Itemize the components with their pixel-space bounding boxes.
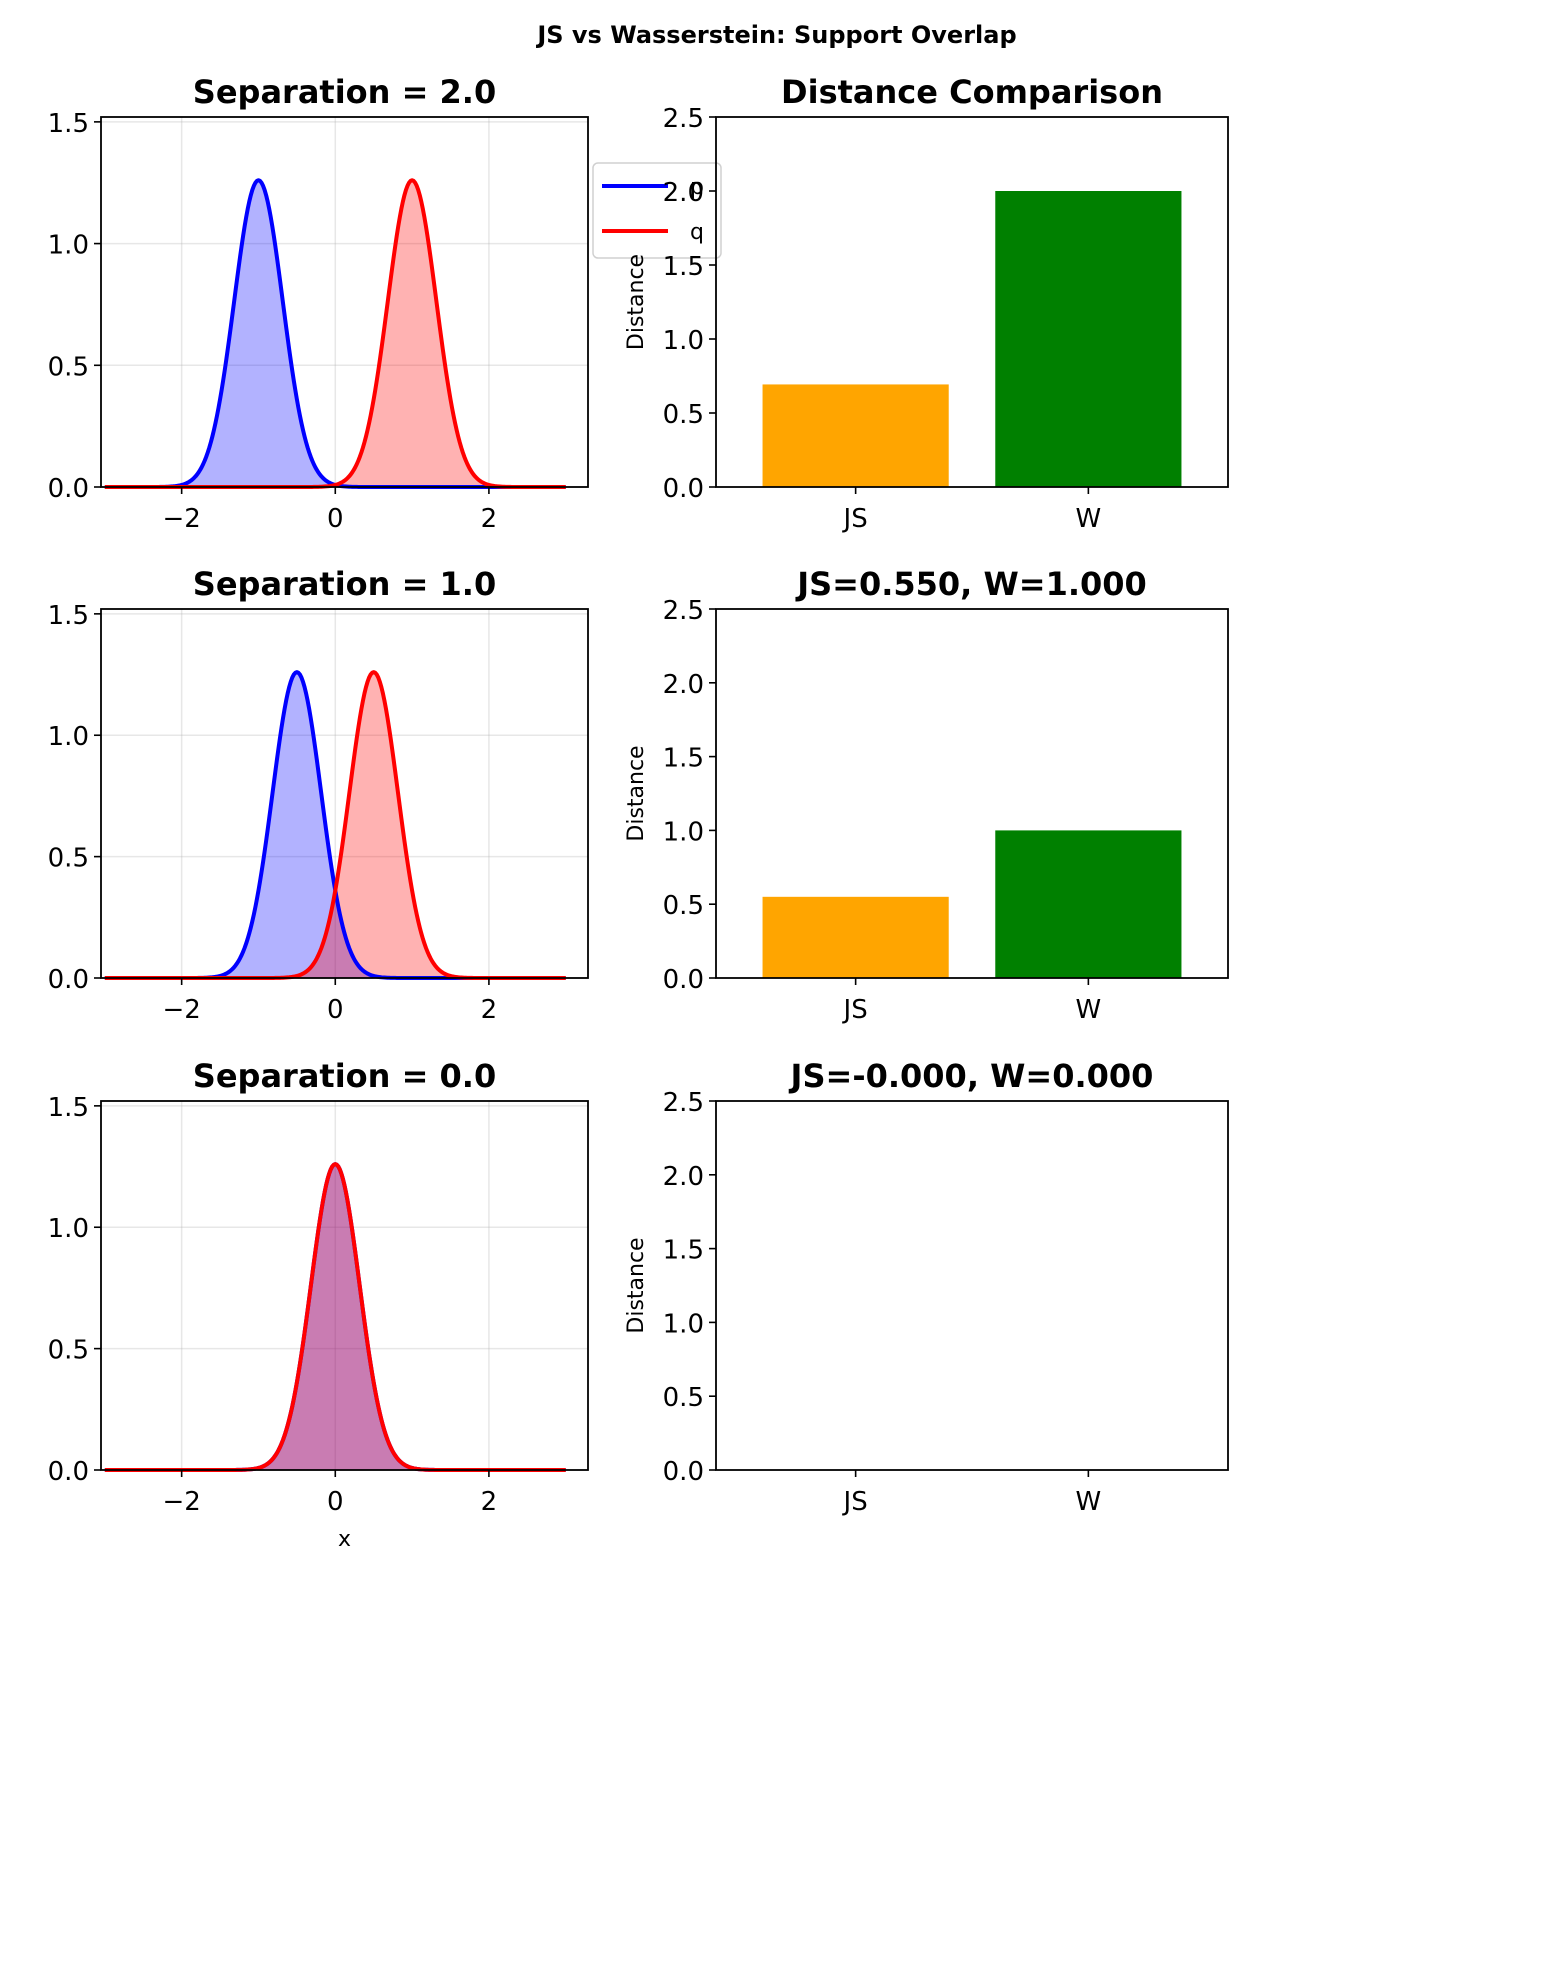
series-fill-p xyxy=(104,672,566,978)
panel-title: JS=0.550, W=1.000 xyxy=(795,565,1147,603)
x-tick-label: JS xyxy=(842,504,868,534)
y-tick-label: 1.5 xyxy=(48,1093,89,1123)
y-tick-label: 1.0 xyxy=(48,722,89,752)
y-tick-label: 0.5 xyxy=(663,1383,704,1413)
series-fill-q xyxy=(104,1164,566,1470)
panel-row3-left: Separation = 0.0 −2 0 2 x 0.0 0.5 1.0 1.5 xyxy=(48,1057,589,1552)
y-tick-label: 0.5 xyxy=(48,352,89,382)
x-tick-label: −2 xyxy=(162,1487,200,1517)
bar-JS xyxy=(762,896,949,978)
x-axis-label: x xyxy=(338,1527,351,1552)
y-tick-label: 1.0 xyxy=(48,231,89,261)
y-tick-label: 0.0 xyxy=(48,474,89,504)
panels: Separation = 2.0−2 0 2pq0.00.51.01.5Distan… xyxy=(48,73,1229,1552)
bar-W xyxy=(995,191,1182,487)
y-tick-label: 0.5 xyxy=(663,400,704,430)
y-axis-label: Distance xyxy=(624,1237,649,1333)
x-tick-label: 2 xyxy=(481,504,498,534)
y-tick-label: 1.0 xyxy=(48,1214,89,1244)
x-tick-label: 0 xyxy=(327,995,344,1025)
y-tick-label: 2.5 xyxy=(663,104,704,134)
y-tick-label: 0.0 xyxy=(663,965,704,995)
x-tick-label: JS xyxy=(842,995,868,1025)
y-axis-label: Distance xyxy=(624,254,649,350)
x-tick-label: W xyxy=(1076,1487,1102,1517)
bar-JS xyxy=(762,384,949,487)
axes-frame xyxy=(100,1100,589,1471)
axes-frame xyxy=(715,608,1229,979)
axes-frame xyxy=(100,116,589,488)
panel-row3-right: JS=-0.000, W=0.000 JS W Distance 0.0 0.5 1.0 1.… xyxy=(624,1057,1229,1517)
y-tick-label: 0.5 xyxy=(48,1336,89,1366)
y-tick-label: 1.5 xyxy=(663,744,704,774)
y-tick-label: 2.0 xyxy=(663,178,704,208)
panel-title: Separation = 0.0 xyxy=(193,1057,496,1095)
bar-W xyxy=(995,830,1182,978)
x-tick-label: 2 xyxy=(481,1487,498,1517)
panel-title: Distance Comparison xyxy=(781,73,1163,111)
y-tick-label: 0.0 xyxy=(48,965,89,995)
panel-row2-left: Separation = 1.0 −2 0 2 0.0 0.5 1.0 1.5 xyxy=(48,565,589,1025)
series-fill-p xyxy=(104,1164,566,1470)
panel-title: JS=-0.000, W=0.000 xyxy=(789,1057,1154,1095)
panel-row2-right: JS=0.550, W=1.000 JS W Distance 0.0 0.5 1.0 1.5… xyxy=(624,565,1229,1025)
y-tick-label: 0.0 xyxy=(663,1457,704,1487)
y-tick-label: 1.5 xyxy=(663,252,704,282)
x-tick-label: JS xyxy=(842,1487,868,1517)
panel-row1-right: Distance Comparison JS W Distance 0.0 0.5 1.0 1… xyxy=(624,73,1229,534)
panel-row1-left: Separation = 2.0 −2 0 2 pq 0.0 0.5 1.0 1.5 xyxy=(48,73,722,534)
y-tick-label: 2.5 xyxy=(663,1088,704,1118)
y-tick-label: 1.0 xyxy=(663,1309,704,1339)
y-tick-label: 1.0 xyxy=(663,326,704,356)
x-tick-label: 2 xyxy=(481,995,498,1025)
y-tick-label: 0.0 xyxy=(48,1457,89,1487)
x-tick-label: −2 xyxy=(162,995,200,1025)
axes-frame xyxy=(715,1100,1229,1471)
y-tick-label: 0.5 xyxy=(48,844,89,874)
y-tick-label: 1.5 xyxy=(48,109,89,139)
x-tick-label: W xyxy=(1076,995,1102,1025)
y-tick-label: 2.0 xyxy=(663,1162,704,1192)
axes-frame xyxy=(100,608,589,979)
y-tick-label: 1.5 xyxy=(48,601,89,631)
axes-frame xyxy=(715,116,1229,488)
x-tick-label: 0 xyxy=(327,1487,344,1517)
legend: pq xyxy=(592,162,722,259)
panel-title: Separation = 2.0 xyxy=(193,73,496,111)
legend-label-p: p xyxy=(690,175,704,200)
panel-title: Separation = 1.0 xyxy=(193,565,496,603)
figure-suptitle: JS vs Wasserstein: Support Overlap xyxy=(535,21,1016,49)
y-tick-label: 1.5 xyxy=(663,1236,704,1266)
legend-label-q: q xyxy=(690,220,704,245)
x-tick-label: −2 xyxy=(162,504,200,534)
series-fill-q xyxy=(104,672,566,978)
y-axis-label: Distance xyxy=(624,745,649,841)
x-tick-label: 0 xyxy=(327,504,344,534)
y-tick-label: 1.0 xyxy=(663,817,704,847)
y-tick-label: 0.0 xyxy=(663,474,704,504)
y-tick-label: 0.5 xyxy=(663,891,704,921)
x-tick-label: W xyxy=(1076,504,1102,534)
y-tick-label: 2.0 xyxy=(663,670,704,700)
y-tick-label: 2.5 xyxy=(663,596,704,626)
